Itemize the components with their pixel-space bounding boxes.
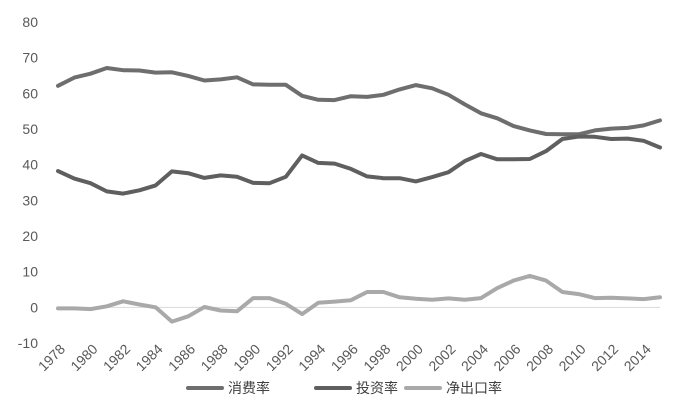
series-line-1 — [56, 134, 662, 196]
x-tick-label: 2004 — [458, 341, 491, 374]
x-tick-label: 1992 — [263, 341, 296, 374]
y-tick-label: 80 — [22, 14, 38, 30]
x-tick-label: 1978 — [35, 341, 68, 374]
legend: 消费率 投资率 净出口率 — [186, 380, 502, 396]
x-tick-label: 2008 — [523, 341, 556, 374]
x-tick-label: 1998 — [360, 341, 393, 374]
y-axis-labels: -10 0 10 20 30 40 50 60 70 80 — [18, 14, 38, 351]
series-line-0 — [56, 66, 662, 137]
x-tick-label: 2014 — [621, 341, 654, 374]
y-tick-label: -10 — [18, 335, 38, 351]
x-tick-label: 1994 — [295, 341, 328, 374]
x-tick-label: 1986 — [165, 341, 198, 374]
x-tick-label: 1984 — [132, 341, 165, 374]
y-tick-label: 40 — [22, 157, 38, 173]
y-tick-label: 50 — [22, 121, 38, 137]
x-tick-label: 2002 — [425, 341, 458, 374]
x-tick-label: 1996 — [328, 341, 361, 374]
x-tick-label: 1988 — [197, 341, 230, 374]
y-tick-label: 10 — [22, 264, 38, 280]
y-tick-label: 0 — [30, 299, 38, 315]
y-tick-label: 70 — [22, 50, 38, 66]
y-tick-label: 30 — [22, 192, 38, 208]
x-axis-labels: 1978 1980 1982 1984 1986 1988 1990 1992 1994 1996… — [35, 341, 654, 374]
x-tick-label: 2000 — [393, 341, 426, 374]
y-tick-label: 60 — [22, 85, 38, 101]
x-tick-label: 1990 — [230, 341, 263, 374]
x-tick-label: 1982 — [100, 341, 133, 374]
legend-label-1: 投资率 — [356, 380, 398, 396]
x-tick-label: 2012 — [588, 341, 621, 374]
legend-label-2: 净出口率 — [446, 380, 502, 396]
series-line-2 — [56, 273, 662, 324]
x-tick-label: 1980 — [67, 341, 100, 374]
y-tick-label: 20 — [22, 228, 38, 244]
series-lines — [56, 66, 662, 324]
x-tick-label: 2010 — [555, 341, 588, 374]
legend-label-0: 消费率 — [228, 380, 270, 396]
x-tick-label: 2006 — [490, 341, 523, 374]
